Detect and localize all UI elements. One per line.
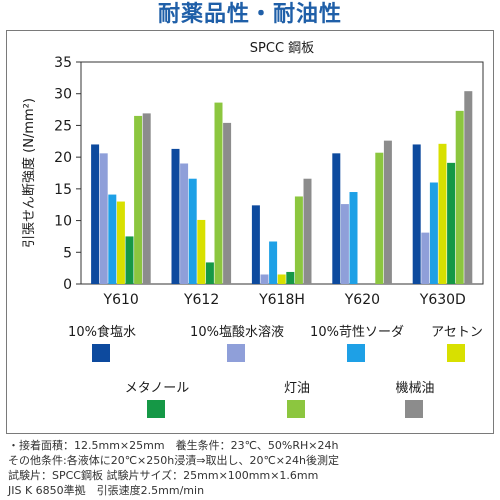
- bar-y612-1: [180, 163, 189, 284]
- x-tick-label: Y612: [183, 292, 219, 308]
- bar-y620-5: [375, 152, 384, 284]
- bar-y610-6: [142, 113, 151, 285]
- bar-y630d-5: [455, 110, 464, 284]
- bar-y630d-3: [438, 143, 447, 284]
- bar-y610-2: [108, 194, 117, 284]
- bar-y618h-2: [269, 241, 278, 284]
- bar-y612-6: [223, 122, 232, 285]
- bar-y620-2: [349, 192, 358, 284]
- bar-y618h-4: [286, 271, 295, 284]
- bar-y618h-3: [277, 274, 286, 284]
- y-tick-label: 35: [54, 55, 72, 71]
- y-tick-label: 10: [54, 214, 72, 230]
- bar-y612-2: [188, 178, 197, 284]
- bar-y618h-0: [251, 205, 260, 284]
- bar-y610-1: [99, 153, 108, 284]
- bar-y610-4: [125, 236, 134, 284]
- bar-y610-0: [91, 144, 100, 284]
- y-tick-label: 20: [54, 150, 72, 166]
- chart-panel: SPCC 鋼板引張せん断強度 (N/mm²) 0 5 10 15 20 25 30 35 Y610…: [6, 30, 494, 434]
- bar-y618h-1: [260, 274, 269, 284]
- footnote-line: JIS K 6850準拠 引張速度2.5mm/min: [8, 484, 205, 497]
- footnote-line: 試験片：SPCC鋼板 試験片サイズ：25mm×100mm×1.6mm: [8, 469, 319, 482]
- x-tick-label: Y610: [103, 292, 139, 308]
- bar-y630d-2: [429, 182, 438, 284]
- page-title: 耐薬品性・耐油性: [157, 2, 342, 27]
- bar-y618h-5: [294, 196, 303, 284]
- bar-y620-1: [340, 204, 349, 284]
- bar-y618h-6: [303, 178, 312, 284]
- footnote-line: ・接着面積：12.5mm×25mm 養生条件：23℃、50%RH×24h: [8, 439, 339, 452]
- y-tick-label: 30: [54, 87, 72, 103]
- bar-y612-4: [205, 262, 214, 284]
- chart-title: SPCC 鋼板: [250, 41, 314, 56]
- x-tick-label: Y620: [344, 292, 380, 308]
- bar-y612-0: [171, 148, 180, 284]
- y-axis-label: 引張せん断強度 (N/mm²): [21, 98, 37, 248]
- bar-y630d-0: [412, 144, 421, 284]
- y-tick-label: 25: [54, 118, 72, 134]
- bar-y612-3: [197, 219, 206, 284]
- y-tick-label: 0: [63, 277, 72, 293]
- bar-y610-3: [116, 201, 125, 284]
- bar-y620-0: [332, 153, 341, 284]
- footnotes: ・接着面積：12.5mm×25mm 養生条件：23℃、50%RH×24h その他…: [8, 438, 494, 498]
- x-tick-label: Y630D: [419, 292, 466, 308]
- bar-y630d-1: [421, 232, 430, 284]
- bar-y610-5: [134, 115, 143, 285]
- y-tick-label: 15: [54, 182, 72, 198]
- footnote-line: その他条件:各液体に20℃×250h浸漬⇒取出し、20℃×24h後測定: [8, 454, 339, 467]
- bar-y630d-4: [447, 162, 456, 284]
- bar-y612-5: [214, 102, 223, 284]
- bar-y620-6: [383, 140, 392, 284]
- y-tick-label: 5: [63, 245, 72, 261]
- bar-y630d-6: [464, 91, 473, 284]
- x-tick-label: Y618H: [258, 292, 305, 308]
